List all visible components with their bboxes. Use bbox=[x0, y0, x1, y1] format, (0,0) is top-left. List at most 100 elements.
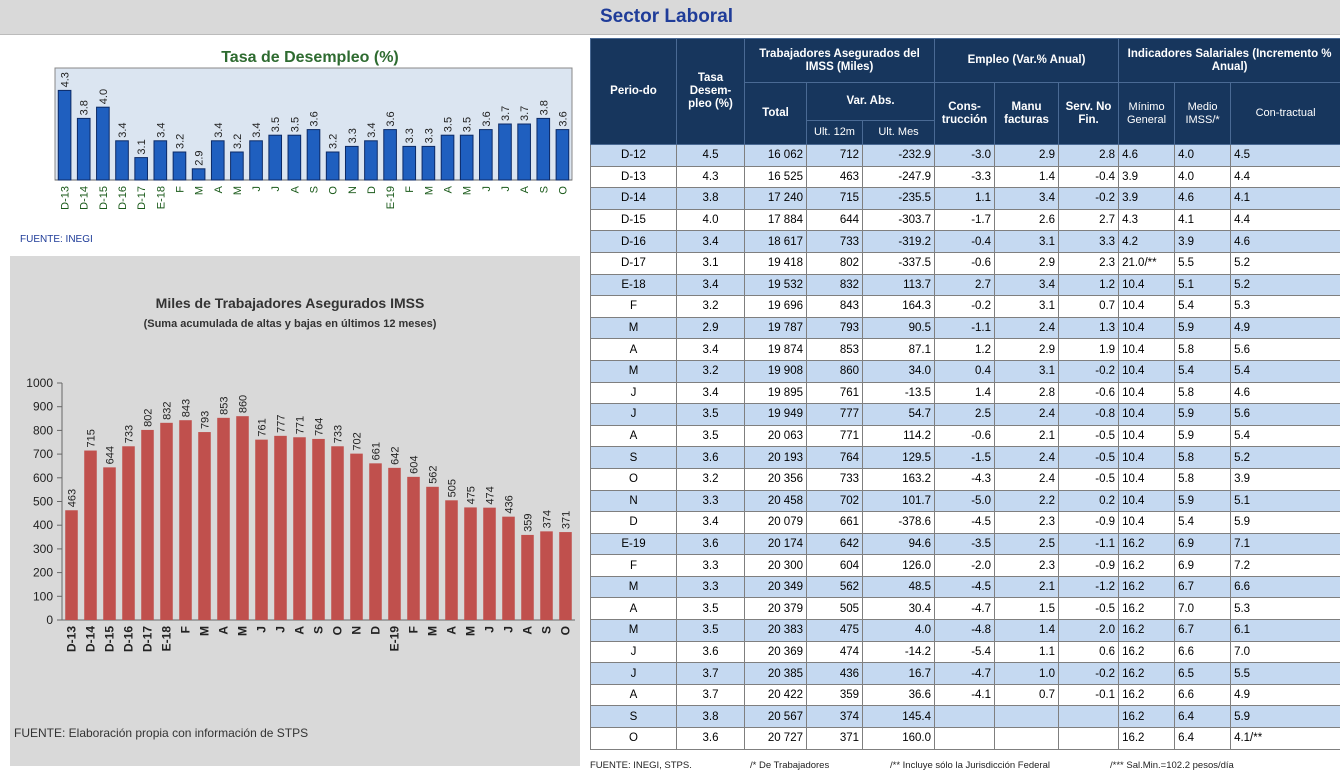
y-tick-label: 700 bbox=[33, 447, 53, 461]
data-label: 3.4 bbox=[366, 123, 378, 138]
table-cell: 4.6 bbox=[1118, 144, 1176, 167]
title-bar: Sector Laboral bbox=[0, 0, 1340, 35]
table-cell: -0.6 bbox=[934, 251, 996, 275]
table-cell: 371 bbox=[806, 727, 863, 750]
y-tick-label: 600 bbox=[33, 471, 53, 485]
table-cell: 20 300 bbox=[744, 554, 807, 577]
table-cell: 2.6 bbox=[994, 208, 1060, 232]
data-label: 3.1 bbox=[136, 139, 148, 154]
table-cell: 5.8 bbox=[1174, 381, 1232, 405]
table-cell: 2.9 bbox=[994, 251, 1060, 275]
y-tick-label: 900 bbox=[33, 400, 53, 414]
table-cell: 6.1 bbox=[1230, 619, 1340, 642]
table-cell: 3.6 bbox=[676, 446, 745, 469]
bar bbox=[65, 510, 78, 620]
table-cell: 6.6 bbox=[1174, 683, 1232, 707]
table-row: D-15 4.0 17 884 644 -303.7 -1.7 2.6 2.7 4.3 4.1 4.… bbox=[590, 208, 1340, 232]
header-cell: Manu facturas bbox=[994, 82, 1060, 145]
table-cell: 3.1 bbox=[994, 295, 1060, 318]
bar bbox=[479, 129, 493, 181]
table-cell: 4.6 bbox=[1230, 230, 1340, 253]
x-tick-label: J bbox=[483, 626, 497, 633]
x-tick-label: F bbox=[404, 186, 416, 193]
data-label: 3.4 bbox=[117, 123, 129, 138]
table-cell: -0.1 bbox=[1058, 683, 1120, 707]
data-label: 3.8 bbox=[79, 100, 91, 115]
table-cell: 3.6 bbox=[676, 640, 745, 664]
table-cell: 30.4 bbox=[861, 597, 936, 621]
bar bbox=[402, 145, 417, 181]
table-cell: 2.8 bbox=[994, 381, 1060, 405]
table-cell: 17 240 bbox=[744, 187, 807, 210]
table-cell: 1.0 bbox=[994, 662, 1060, 685]
table-row: N 3.3 20 458 702 101.7 -5.0 2.2 0.2 10.4 5.9 5.1 bbox=[590, 489, 1340, 513]
bar bbox=[255, 439, 268, 620]
table-cell: 16.2 bbox=[1118, 597, 1176, 621]
header-cell: Trabajadores Asegurados del IMSS (Miles) bbox=[743, 38, 936, 83]
y-tick-label: 100 bbox=[33, 589, 53, 603]
table-cell: 6.5 bbox=[1174, 662, 1232, 685]
x-tick-label: S bbox=[309, 186, 321, 193]
table-cell: 48.5 bbox=[861, 575, 936, 599]
table-cell: 562 bbox=[806, 575, 863, 599]
bar bbox=[483, 507, 496, 620]
table-cell: 20 458 bbox=[744, 489, 807, 513]
table-cell: 5.4 bbox=[1174, 511, 1232, 534]
header-cell: Total bbox=[744, 82, 807, 145]
header-cell: Var. Abs. bbox=[805, 82, 936, 121]
table-cell: 16.2 bbox=[1118, 640, 1176, 664]
table-cell: 2.9 bbox=[676, 316, 745, 340]
table-cell: 164.3 bbox=[861, 295, 936, 318]
chart-title: Tasa de Desempleo (%) bbox=[221, 49, 399, 66]
table-cell: -0.5 bbox=[1058, 467, 1120, 491]
data-label: 3.5 bbox=[289, 117, 301, 132]
bar bbox=[217, 417, 230, 620]
table-cell: -5.4 bbox=[934, 640, 996, 664]
bar bbox=[459, 134, 474, 181]
y-tick-label: 200 bbox=[33, 566, 53, 580]
table-cell: -1.7 bbox=[934, 208, 996, 232]
data-label: 3.4 bbox=[213, 123, 225, 138]
bar bbox=[369, 463, 382, 620]
table-cell: 10.4 bbox=[1118, 273, 1176, 297]
table-cell: 20 193 bbox=[744, 446, 807, 469]
table-cell: -0.6 bbox=[1058, 381, 1120, 405]
table-cell: 0.7 bbox=[994, 683, 1060, 707]
table-cell: 853 bbox=[806, 338, 863, 361]
table-cell: -378.6 bbox=[861, 511, 936, 534]
table-cell: 5.2 bbox=[1230, 251, 1340, 275]
table-cell: 5.6 bbox=[1230, 403, 1340, 426]
bar bbox=[122, 446, 135, 620]
table-cell: 1.1 bbox=[994, 640, 1060, 664]
bar bbox=[103, 467, 116, 620]
table-cell: 5.9 bbox=[1174, 489, 1232, 513]
x-tick-label: A bbox=[519, 185, 531, 193]
table-cell: 2.3 bbox=[994, 554, 1060, 577]
table-cell: E-18 bbox=[590, 273, 677, 297]
header-cell: Tasa Desem-pleo (%) bbox=[676, 38, 745, 145]
table-cell: O bbox=[590, 727, 677, 750]
table-cell: -2.0 bbox=[934, 554, 996, 577]
table-row: D-16 3.4 18 617 733 -319.2 -0.4 3.1 3.3 4.2 3.9 4.… bbox=[590, 230, 1340, 253]
table-row: D-13 4.3 16 525 463 -247.9 -3.3 1.4 -0.4 3.9 4.0 4… bbox=[590, 165, 1340, 189]
table-cell: A bbox=[590, 338, 677, 361]
header-cell: Cons-trucción bbox=[934, 82, 996, 145]
table-cell: 5.9 bbox=[1174, 424, 1232, 448]
data-label: 505 bbox=[447, 479, 459, 497]
x-tick-label: M bbox=[464, 626, 478, 636]
table-cell: 129.5 bbox=[861, 446, 936, 469]
table-cell: D bbox=[590, 511, 677, 534]
table-cell: 20 369 bbox=[744, 640, 807, 664]
x-tick-label: D-16 bbox=[122, 626, 136, 652]
data-label: 463 bbox=[67, 489, 79, 507]
table-cell: 5.4 bbox=[1230, 359, 1340, 383]
bar bbox=[210, 140, 225, 181]
table-cell: 3.5 bbox=[676, 403, 745, 426]
data-label: 359 bbox=[523, 514, 535, 532]
table-cell bbox=[1058, 705, 1120, 729]
bar bbox=[536, 117, 551, 181]
table-cell: 4.6 bbox=[1230, 381, 1340, 405]
header-cell: Ult. 12m bbox=[806, 120, 863, 145]
bar bbox=[364, 140, 378, 181]
